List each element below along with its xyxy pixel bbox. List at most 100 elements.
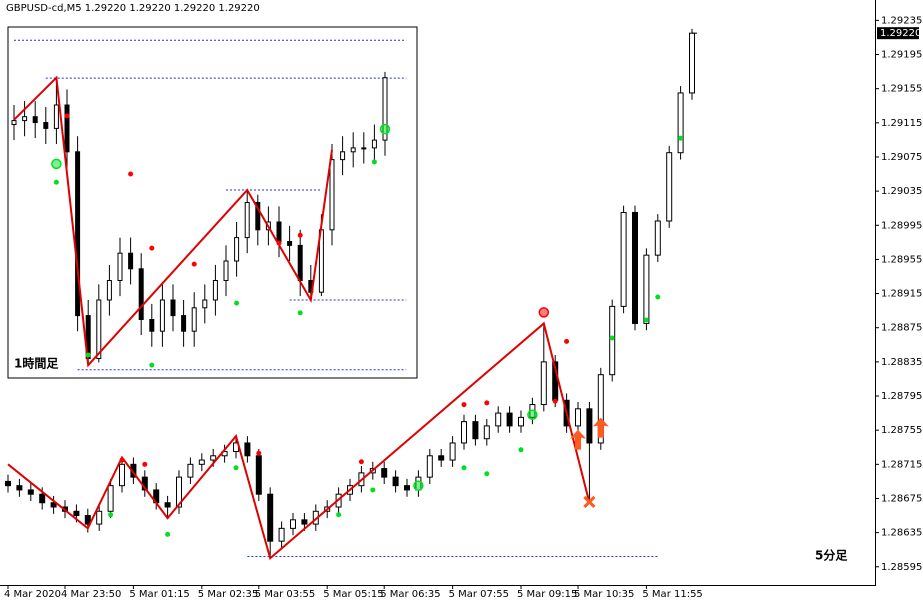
x-tick-label: 4 Mar 23:50	[61, 589, 121, 600]
sell-signal	[276, 240, 282, 246]
candle-body	[64, 104, 70, 153]
candle-body	[176, 476, 182, 508]
buy-signal	[371, 159, 377, 165]
buy-signal	[370, 487, 376, 493]
candle-body	[426, 455, 433, 478]
candle-body	[75, 151, 81, 317]
candle-body	[43, 122, 49, 129]
sell-signal	[297, 232, 303, 238]
candle-body	[609, 305, 616, 376]
buy-signal	[53, 179, 59, 185]
candle-body	[267, 493, 274, 542]
candle-body	[255, 202, 261, 231]
sell-signal	[256, 450, 262, 456]
buy-signal	[655, 294, 661, 300]
candle-body	[210, 455, 217, 461]
x-tick-label: 4 Mar 2020	[4, 589, 61, 600]
y-tick-label: 1.29115	[881, 118, 922, 129]
candle-body	[244, 442, 251, 457]
sell-signal	[149, 245, 155, 251]
candle-body	[50, 502, 57, 508]
sell-signal	[484, 400, 490, 406]
candle-body	[382, 77, 388, 141]
candle-body	[575, 408, 581, 427]
candle-body	[244, 202, 250, 239]
candle-body	[290, 519, 296, 529]
candle-body	[27, 489, 34, 495]
candle-body	[381, 468, 388, 478]
candle-body	[187, 463, 194, 478]
y-tick-label: 1.28795	[881, 391, 922, 402]
candle-body	[461, 421, 467, 444]
candle-body	[96, 510, 103, 525]
candle-body	[32, 116, 38, 124]
candle-body	[597, 374, 604, 444]
candle-body	[361, 147, 367, 150]
candle-body	[255, 455, 262, 495]
y-tick-label: 1.28835	[881, 357, 922, 368]
x-tick-label: 5 Mar 01:15	[129, 589, 189, 600]
candle-body	[22, 116, 28, 122]
x-tick-label: 5 Mar 02:35	[198, 589, 258, 600]
y-tick-label: 1.28715	[881, 459, 922, 470]
candle-body	[620, 211, 627, 307]
candle-body	[170, 299, 176, 317]
y-tick-label: 1.28635	[881, 528, 922, 539]
candle-body	[329, 159, 335, 231]
buy-signal	[165, 531, 171, 537]
candle-body	[119, 463, 125, 487]
x-tick-label: 5 Mar 05:15	[323, 589, 383, 600]
candle-body	[212, 280, 218, 301]
y-tick-label: 1.28995	[881, 220, 922, 231]
buy-signal	[484, 471, 490, 477]
candle-body	[438, 455, 445, 461]
candle-body	[138, 268, 144, 320]
last-price-box	[877, 27, 919, 40]
candle-body	[297, 244, 303, 281]
zigzag-line	[7, 321, 591, 561]
candle-body	[449, 442, 456, 461]
sell-signal	[128, 171, 134, 177]
candle-body	[107, 485, 114, 512]
candle-body	[159, 299, 165, 332]
candle-body	[16, 485, 23, 491]
y-tick-label: 1.28595	[881, 562, 922, 573]
buy-signal	[85, 352, 91, 358]
buy-signal	[678, 135, 684, 141]
candle-body	[506, 412, 513, 427]
candle-body	[518, 416, 524, 427]
buy-signal	[609, 335, 615, 341]
sell-signal	[461, 402, 467, 408]
buy-signal	[461, 465, 467, 471]
exit-mark	[583, 495, 596, 508]
entry-arrow	[592, 417, 609, 438]
candle-body	[11, 120, 17, 125]
x-tick-label: 5 Mar 03:55	[255, 589, 315, 600]
candle-body	[278, 527, 285, 542]
candle-body	[128, 252, 134, 270]
x-tick-label: 5 Mar 10:35	[574, 589, 634, 600]
candle-body	[483, 425, 490, 440]
candle-body	[540, 361, 547, 406]
sell-signal	[564, 338, 570, 344]
y-tick-label: 1.28675	[881, 493, 922, 504]
buy-signal	[149, 362, 155, 368]
buy-signal	[518, 447, 524, 453]
candle-body	[96, 299, 102, 359]
candle-body	[677, 92, 684, 154]
candle-body	[202, 299, 208, 309]
y-tick-label: 1.29035	[881, 186, 922, 197]
candle-body	[287, 241, 293, 246]
candle-body	[666, 152, 673, 222]
entry-arrow	[570, 429, 586, 450]
y-tick-label: 1.29195	[881, 50, 922, 61]
buy-ring	[413, 480, 424, 491]
y-tick-label: 1.28755	[881, 425, 922, 436]
sell-signal	[64, 113, 70, 119]
candle-body	[301, 519, 308, 525]
candle-body	[276, 221, 282, 242]
candle-body	[223, 260, 229, 281]
candle-body	[191, 307, 197, 332]
zigzag-line	[13, 75, 333, 368]
